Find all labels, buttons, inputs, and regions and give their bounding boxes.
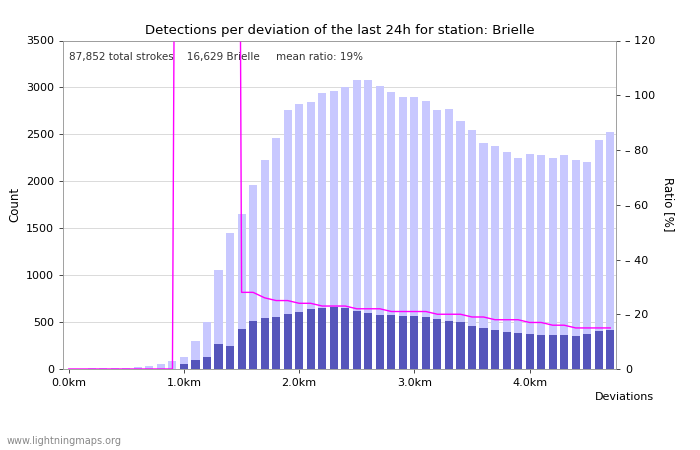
- Bar: [595, 140, 603, 369]
- Bar: [537, 155, 545, 369]
- Bar: [433, 319, 442, 369]
- Bar: [503, 152, 510, 369]
- Bar: [272, 317, 280, 369]
- Bar: [99, 368, 107, 369]
- Bar: [526, 334, 533, 369]
- Bar: [456, 121, 465, 369]
- Text: Deviations: Deviations: [596, 392, 654, 401]
- Bar: [549, 158, 557, 369]
- Bar: [480, 328, 487, 369]
- Bar: [284, 314, 292, 369]
- Bar: [330, 307, 338, 369]
- Bar: [341, 308, 349, 369]
- Bar: [364, 313, 372, 369]
- Bar: [387, 92, 395, 369]
- Bar: [214, 344, 223, 369]
- Bar: [214, 270, 223, 369]
- Bar: [491, 329, 499, 369]
- Bar: [526, 154, 533, 369]
- Bar: [560, 155, 568, 369]
- Bar: [203, 322, 211, 369]
- Bar: [583, 334, 592, 369]
- Text: www.lightningmaps.org: www.lightningmaps.org: [7, 436, 122, 446]
- Bar: [410, 97, 419, 369]
- Bar: [410, 316, 419, 369]
- Bar: [157, 364, 165, 369]
- Bar: [572, 336, 580, 369]
- Bar: [422, 100, 430, 369]
- Bar: [134, 367, 142, 369]
- Bar: [284, 110, 292, 369]
- Text: 87,852 total strokes    16,629 Brielle     mean ratio: 19%: 87,852 total strokes 16,629 Brielle mean…: [69, 52, 363, 62]
- Bar: [445, 321, 453, 369]
- Bar: [468, 130, 476, 369]
- Bar: [595, 330, 603, 369]
- Bar: [272, 138, 280, 369]
- Bar: [560, 335, 568, 369]
- Bar: [606, 329, 615, 369]
- Bar: [249, 185, 257, 369]
- Bar: [606, 132, 615, 369]
- Bar: [514, 333, 522, 369]
- Bar: [514, 158, 522, 369]
- Bar: [318, 93, 326, 369]
- Bar: [237, 214, 246, 369]
- Bar: [399, 315, 407, 369]
- Bar: [111, 368, 119, 369]
- Bar: [146, 366, 153, 369]
- Bar: [341, 87, 349, 369]
- Bar: [353, 80, 360, 369]
- Title: Detections per deviation of the last 24h for station: Brielle: Detections per deviation of the last 24h…: [145, 23, 534, 36]
- Bar: [180, 364, 188, 369]
- Bar: [399, 97, 407, 369]
- Bar: [226, 233, 234, 369]
- Bar: [203, 357, 211, 369]
- Bar: [364, 80, 372, 369]
- Bar: [480, 143, 487, 369]
- Bar: [260, 318, 269, 369]
- Bar: [249, 321, 257, 369]
- Bar: [180, 357, 188, 369]
- Bar: [583, 162, 592, 369]
- Bar: [295, 312, 303, 369]
- Bar: [572, 160, 580, 369]
- Bar: [330, 91, 338, 369]
- Bar: [503, 333, 510, 369]
- Bar: [422, 317, 430, 369]
- Bar: [387, 315, 395, 369]
- Bar: [491, 146, 499, 369]
- Bar: [318, 308, 326, 369]
- Y-axis label: Count: Count: [8, 187, 22, 222]
- Bar: [169, 361, 176, 369]
- Bar: [307, 309, 315, 369]
- Bar: [445, 109, 453, 369]
- Bar: [376, 315, 384, 369]
- Bar: [295, 104, 303, 369]
- Bar: [307, 102, 315, 369]
- Bar: [192, 341, 199, 369]
- Bar: [468, 326, 476, 369]
- Bar: [260, 160, 269, 369]
- Bar: [192, 360, 199, 369]
- Bar: [226, 346, 234, 369]
- Bar: [237, 328, 246, 369]
- Bar: [376, 86, 384, 369]
- Bar: [353, 311, 360, 369]
- Bar: [456, 322, 465, 369]
- Y-axis label: Ratio [%]: Ratio [%]: [662, 177, 675, 232]
- Bar: [122, 368, 130, 369]
- Bar: [549, 335, 557, 369]
- Bar: [537, 335, 545, 369]
- Bar: [433, 110, 442, 369]
